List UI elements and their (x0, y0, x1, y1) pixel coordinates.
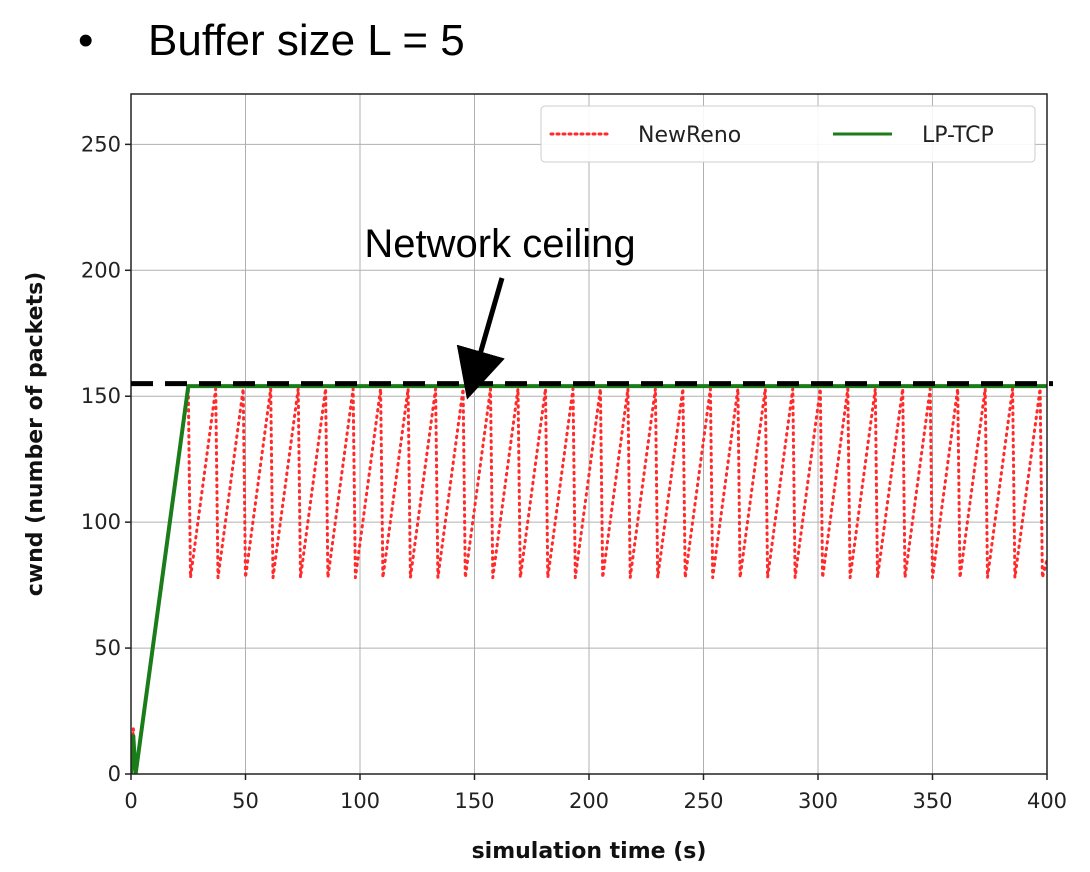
series-line-newreno (131, 387, 1047, 774)
x-tick-label: 250 (683, 789, 723, 813)
legend-label-newreno: NewReno (638, 123, 741, 148)
heading-text: Buffer size L = 5 (148, 16, 465, 65)
y-tick-label: 250 (81, 132, 121, 156)
legend-label-lptcp: LP-TCP (922, 123, 994, 148)
x-tick-label: 350 (912, 789, 952, 813)
x-tick-label: 0 (124, 789, 137, 813)
legend: NewReno LP-TCP (540, 105, 1036, 163)
y-axis: 0 50 100 150 200 250 (81, 132, 131, 786)
grid-lines (130, 94, 1048, 775)
y-tick-label: 0 (108, 762, 121, 786)
annotation-text: Network ceiling (364, 222, 635, 266)
y-tick-label: 50 (94, 636, 121, 660)
y-tick-label: 150 (81, 384, 121, 408)
annotation-arrow (456, 277, 505, 400)
legend-box (540, 105, 1036, 163)
y-tick-label: 100 (81, 510, 121, 534)
x-tick-label: 100 (340, 789, 380, 813)
x-axis: 0 50 100 150 200 250 300 350 400 (124, 774, 1067, 813)
x-tick-label: 200 (569, 789, 609, 813)
x-tick-label: 50 (232, 789, 259, 813)
x-tick-label: 300 (798, 789, 838, 813)
x-tick-label: 150 (454, 789, 494, 813)
x-axis-label: simulation time (s) (472, 839, 707, 864)
bullet-glyph: • (78, 16, 94, 65)
y-axis-label: cwnd (number of packets) (23, 272, 48, 597)
x-tick-label: 400 (1027, 789, 1067, 813)
slide-heading: • Buffer size L = 5 (78, 16, 465, 66)
y-tick-label: 200 (81, 258, 121, 282)
